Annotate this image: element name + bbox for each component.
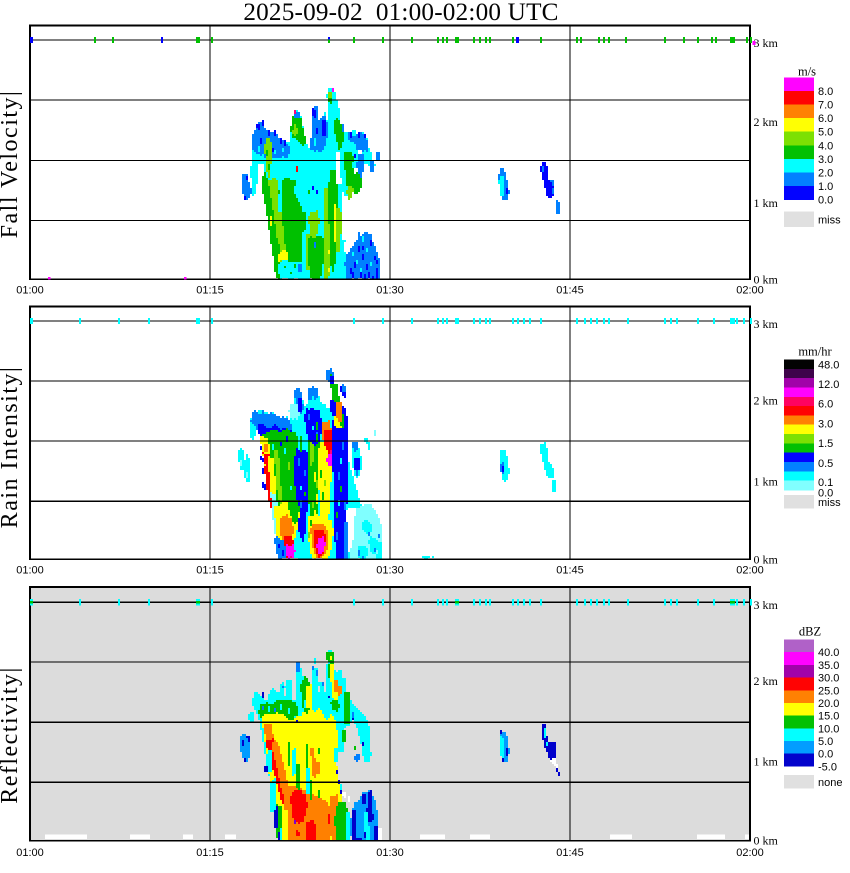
svg-text:15.0: 15.0 [818, 711, 839, 723]
svg-text:40.0: 40.0 [818, 647, 839, 659]
svg-text:01:30: 01:30 [376, 285, 404, 297]
svg-text:7.0: 7.0 [818, 100, 833, 112]
svg-text:none: none [818, 777, 842, 789]
svg-text:1 km: 1 km [754, 196, 779, 210]
svg-text:5.0: 5.0 [818, 736, 833, 748]
svg-text:5.0: 5.0 [818, 127, 833, 139]
svg-text:3 km: 3 km [754, 598, 779, 612]
svg-text:mm/hr: mm/hr [798, 345, 832, 359]
svg-text:12.0: 12.0 [818, 379, 839, 391]
svg-text:01:45: 01:45 [556, 285, 584, 297]
svg-text:Rain Intensity|: Rain Intensity| [0, 366, 23, 529]
svg-text:2.0: 2.0 [818, 167, 833, 179]
svg-text:3.0: 3.0 [818, 154, 833, 166]
svg-text:1 km: 1 km [754, 475, 779, 489]
svg-text:20.0: 20.0 [818, 698, 839, 710]
svg-text:8.0: 8.0 [818, 86, 833, 98]
svg-text:3 km: 3 km [754, 36, 779, 50]
svg-text:2 km: 2 km [754, 674, 779, 688]
svg-text:01:30: 01:30 [376, 565, 404, 577]
svg-text:0 km: 0 km [754, 553, 779, 567]
svg-text:2025-09-02 01:00-02:00 UTC: 2025-09-02 01:00-02:00 UTC [243, 0, 558, 26]
svg-text:0 km: 0 km [754, 273, 779, 287]
svg-text:01:15: 01:15 [196, 565, 224, 577]
svg-text:1.0: 1.0 [818, 181, 833, 193]
svg-text:01:30: 01:30 [376, 847, 404, 859]
svg-text:01:00: 01:00 [16, 847, 44, 859]
svg-text:01:00: 01:00 [16, 285, 44, 297]
svg-text:0 km: 0 km [754, 834, 779, 848]
svg-text:1 km: 1 km [754, 755, 779, 769]
svg-text:10.0: 10.0 [818, 723, 839, 735]
svg-text:-5.0: -5.0 [818, 761, 837, 773]
svg-text:miss: miss [818, 214, 841, 226]
svg-text:4.0: 4.0 [818, 140, 833, 152]
svg-text:01:45: 01:45 [556, 565, 584, 577]
svg-text:02:00: 02:00 [736, 847, 764, 859]
svg-text:0.0: 0.0 [818, 749, 833, 761]
svg-text:0.5: 0.5 [818, 458, 833, 470]
svg-text:miss: miss [818, 497, 841, 509]
svg-text:3 km: 3 km [754, 317, 779, 331]
svg-text:2 km: 2 km [754, 115, 779, 129]
svg-text:6.0: 6.0 [818, 399, 833, 411]
svg-text:Fall Velocity|: Fall Velocity| [0, 90, 23, 239]
svg-text:2 km: 2 km [754, 394, 779, 408]
svg-text:0.0: 0.0 [818, 488, 833, 500]
svg-text:02:00: 02:00 [736, 285, 764, 297]
svg-text:35.0: 35.0 [818, 660, 839, 672]
svg-text:01:15: 01:15 [196, 847, 224, 859]
svg-text:01:15: 01:15 [196, 285, 224, 297]
svg-text:0.0: 0.0 [818, 195, 833, 207]
svg-text:25.0: 25.0 [818, 685, 839, 697]
svg-text:0.1: 0.1 [818, 477, 833, 489]
svg-text:30.0: 30.0 [818, 673, 839, 685]
svg-text:3.0: 3.0 [818, 418, 833, 430]
svg-text:1.5: 1.5 [818, 438, 833, 450]
svg-text:Reflectivity|: Reflectivity| [0, 666, 23, 804]
svg-text:6.0: 6.0 [818, 113, 833, 125]
svg-text:01:45: 01:45 [556, 847, 584, 859]
svg-text:dBZ: dBZ [799, 625, 821, 639]
svg-text:48.0: 48.0 [818, 360, 839, 372]
svg-text:m/s: m/s [798, 65, 816, 79]
svg-text:02:00: 02:00 [736, 565, 764, 577]
svg-text:01:00: 01:00 [16, 565, 44, 577]
